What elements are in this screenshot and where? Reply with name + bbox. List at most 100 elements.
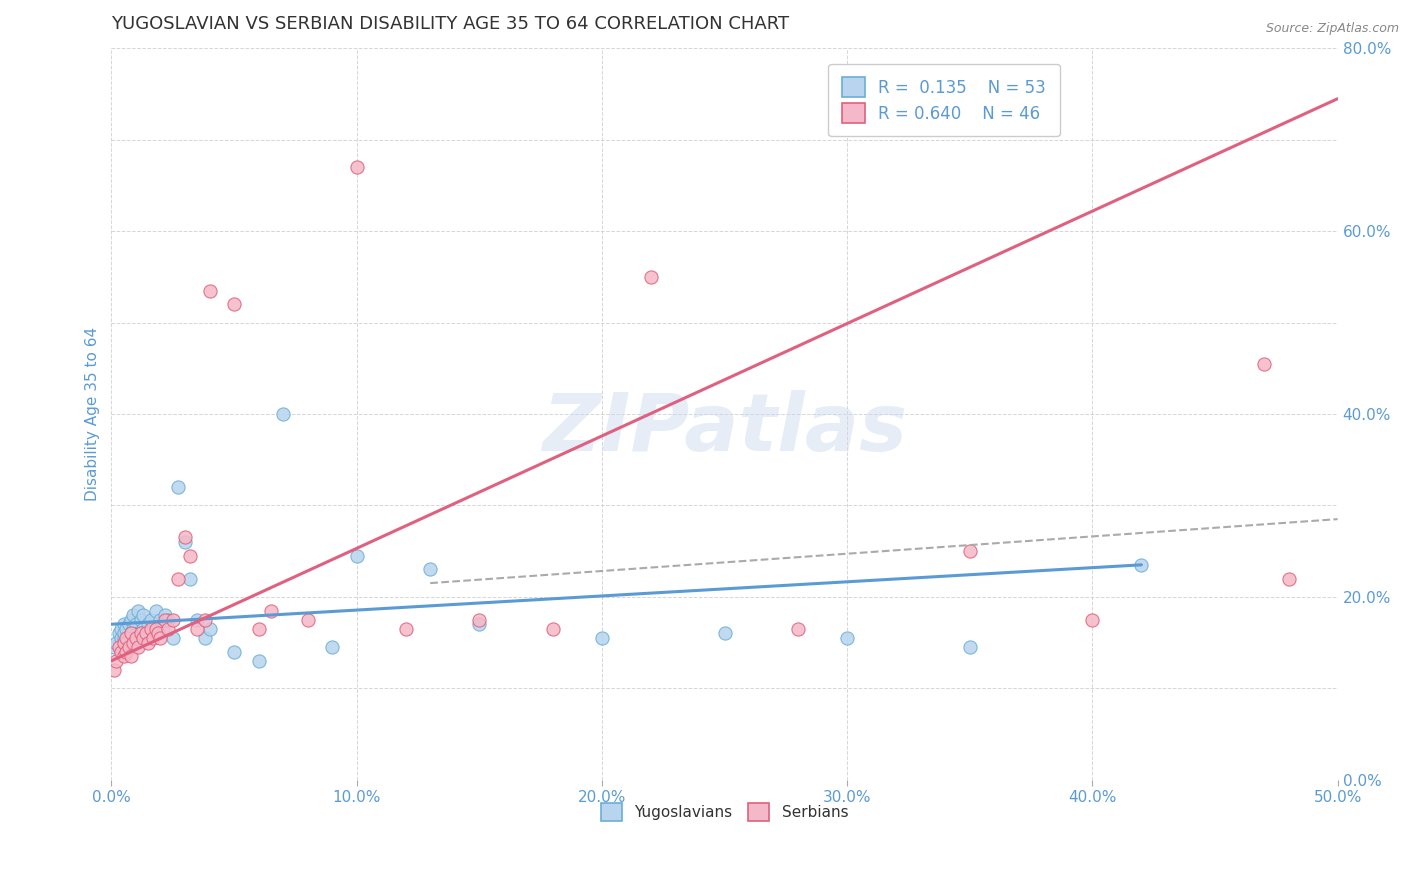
Point	[120, 626, 142, 640]
Point	[179, 549, 201, 563]
Point	[107, 640, 129, 654]
Point	[139, 613, 162, 627]
Point	[468, 617, 491, 632]
Point	[837, 631, 859, 645]
Point	[112, 649, 135, 664]
Point	[959, 640, 981, 654]
Point	[112, 635, 135, 649]
Point	[591, 631, 613, 645]
Text: Source: ZipAtlas.com: Source: ZipAtlas.com	[1265, 22, 1399, 36]
Point	[125, 631, 148, 645]
Point	[120, 649, 142, 664]
Point	[162, 631, 184, 645]
Point	[321, 640, 343, 654]
Point	[1277, 572, 1299, 586]
Point	[419, 562, 441, 576]
Point	[162, 613, 184, 627]
Point	[146, 626, 169, 640]
Point	[149, 613, 172, 627]
Point	[156, 613, 179, 627]
Point	[136, 617, 159, 632]
Point	[127, 640, 149, 654]
Point	[125, 631, 148, 645]
Point	[166, 480, 188, 494]
Point	[117, 617, 139, 632]
Point	[135, 626, 157, 640]
Point	[110, 622, 132, 636]
Point	[174, 535, 197, 549]
Point	[222, 645, 245, 659]
Point	[115, 635, 138, 649]
Point	[136, 631, 159, 645]
Point	[247, 654, 270, 668]
Point	[166, 572, 188, 586]
Point	[198, 284, 221, 298]
Point	[105, 635, 128, 649]
Point	[110, 631, 132, 645]
Point	[110, 645, 132, 659]
Point	[959, 544, 981, 558]
Point	[127, 603, 149, 617]
Point	[142, 631, 165, 645]
Point	[194, 613, 217, 627]
Point	[346, 549, 368, 563]
Point	[122, 608, 145, 623]
Point	[120, 613, 142, 627]
Point	[115, 631, 138, 645]
Point	[297, 613, 319, 627]
Point	[395, 622, 418, 636]
Point	[105, 654, 128, 668]
Point	[132, 631, 155, 645]
Point	[713, 626, 735, 640]
Point	[194, 631, 217, 645]
Point	[112, 626, 135, 640]
Point	[127, 626, 149, 640]
Point	[139, 622, 162, 636]
Point	[787, 622, 810, 636]
Point	[132, 622, 155, 636]
Point	[155, 613, 177, 627]
Point	[186, 622, 208, 636]
Point	[142, 626, 165, 640]
Legend: Yugoslavians, Serbians: Yugoslavians, Serbians	[595, 797, 855, 827]
Point	[129, 613, 152, 627]
Point	[129, 626, 152, 640]
Point	[198, 622, 221, 636]
Point	[155, 608, 177, 623]
Point	[117, 631, 139, 645]
Point	[103, 640, 125, 654]
Point	[152, 622, 174, 636]
Point	[346, 161, 368, 175]
Point	[117, 640, 139, 654]
Text: ZIPatlas: ZIPatlas	[543, 390, 907, 467]
Point	[135, 626, 157, 640]
Point	[145, 622, 167, 636]
Point	[112, 631, 135, 645]
Point	[640, 269, 662, 284]
Point	[115, 645, 138, 659]
Point	[1081, 613, 1104, 627]
Point	[156, 622, 179, 636]
Point	[1253, 357, 1275, 371]
Point	[115, 622, 138, 636]
Point	[179, 572, 201, 586]
Point	[541, 622, 564, 636]
Point	[136, 635, 159, 649]
Point	[145, 603, 167, 617]
Point	[122, 635, 145, 649]
Point	[260, 603, 283, 617]
Point	[146, 622, 169, 636]
Point	[1130, 558, 1153, 572]
Point	[271, 407, 294, 421]
Point	[132, 608, 155, 623]
Point	[468, 613, 491, 627]
Point	[222, 297, 245, 311]
Point	[103, 663, 125, 677]
Point	[120, 626, 142, 640]
Text: YUGOSLAVIAN VS SERBIAN DISABILITY AGE 35 TO 64 CORRELATION CHART: YUGOSLAVIAN VS SERBIAN DISABILITY AGE 35…	[111, 15, 790, 33]
Point	[149, 631, 172, 645]
Point	[186, 613, 208, 627]
Point	[107, 626, 129, 640]
Point	[247, 622, 270, 636]
Point	[125, 617, 148, 632]
